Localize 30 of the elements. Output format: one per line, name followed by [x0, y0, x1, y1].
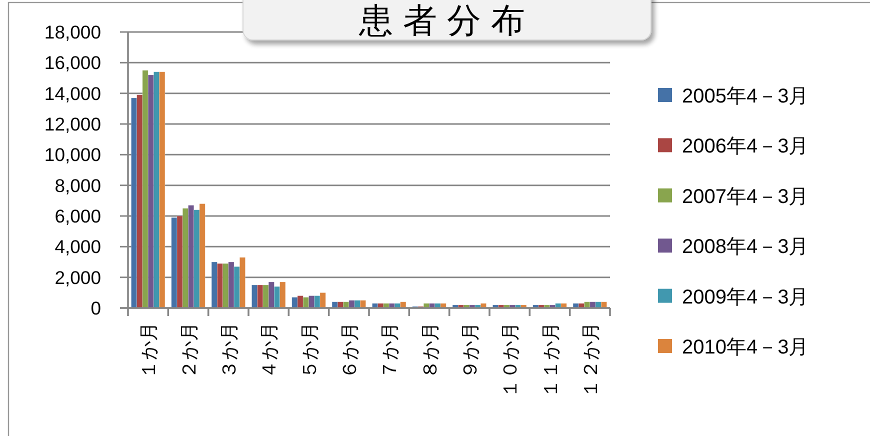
legend-label: 2006年4－3月: [682, 136, 809, 158]
x-tick-label: １か月: [139, 322, 160, 379]
y-tick-label: 12,000: [44, 114, 101, 134]
x-tick-label: ９か月: [460, 322, 482, 379]
y-tick-label: 2,000: [54, 266, 101, 288]
legend-label: 2005年4－3月: [682, 86, 809, 108]
legend-label: 2010年4－3月: [682, 336, 809, 358]
legend-label: 2009年4－3月: [682, 286, 809, 308]
y-tick-label: 18,000: [44, 22, 101, 42]
x-tick-label: ３か月: [219, 322, 240, 379]
x-tick-label: ４か月: [260, 322, 281, 379]
y-tick-label: 4,000: [54, 236, 101, 258]
x-tick-label: ８か月: [420, 322, 442, 379]
y-tick-label: 10,000: [44, 144, 101, 166]
legend-label: 2007年4－3月: [682, 186, 809, 208]
x-tick-label: １２か月: [580, 322, 602, 398]
y-tick-label: 16,000: [44, 52, 101, 74]
x-tick-label: ５か月: [300, 322, 321, 379]
y-tick-label: 14,000: [44, 82, 101, 104]
y-tick-label: 0: [90, 298, 101, 318]
legend-label: 2008年4－3月: [682, 236, 809, 258]
x-tick-label: １１か月: [540, 322, 562, 398]
x-tick-label: ２か月: [179, 322, 200, 379]
x-tick-label: ６か月: [340, 322, 361, 379]
x-tick-label: １０か月: [500, 322, 522, 398]
y-tick-label: 6,000: [54, 206, 101, 226]
y-tick-label: 8,000: [54, 174, 101, 196]
x-tick-label: ７か月: [380, 322, 402, 379]
title: 患者分布: [242, 0, 652, 40]
chart-title: 患者分布: [358, 2, 535, 40]
